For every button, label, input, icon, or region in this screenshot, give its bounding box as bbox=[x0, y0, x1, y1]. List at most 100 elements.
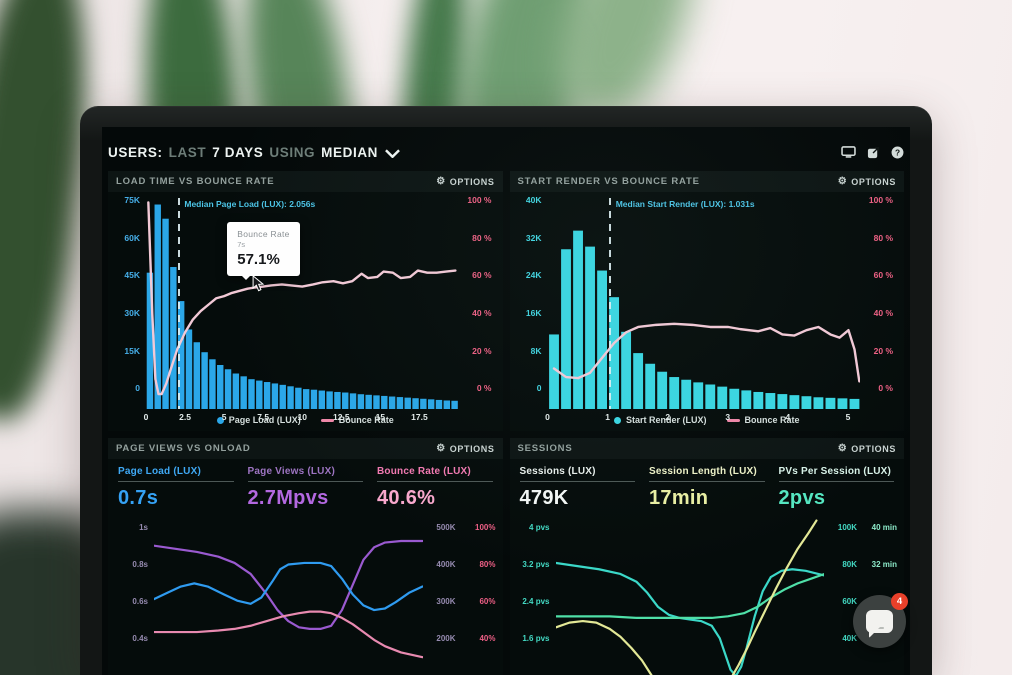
panel-title: SESSIONS bbox=[517, 443, 573, 454]
dashboard-title-dropdown[interactable]: USERS: LAST 7 DAYS USING MEDIAN bbox=[108, 145, 378, 160]
legend-item[interactable]: Page Load (LUX) bbox=[216, 415, 301, 425]
series-line bbox=[554, 324, 859, 382]
options-button[interactable]: ⚙ OPTIONS bbox=[436, 176, 494, 187]
chat-widget-button[interactable]: 4 bbox=[853, 593, 908, 648]
axis-tick: 4 pvs bbox=[529, 523, 550, 532]
metric-rule bbox=[377, 481, 493, 482]
options-button[interactable]: ⚙ OPTIONS bbox=[837, 175, 896, 187]
gear-icon: ⚙ bbox=[837, 175, 848, 187]
histogram-bar bbox=[193, 342, 200, 409]
y-axis-right: 100 % 80 % 60 % 40 % 20 % 0 % bbox=[459, 196, 497, 393]
chevron-down-icon[interactable] bbox=[385, 148, 400, 158]
legend-label: Start Render (LUX) bbox=[625, 415, 707, 425]
metrics-row: Page Load (LUX) 0.7s Page Views (LUX) 2.7Mp… bbox=[108, 459, 503, 517]
series-line bbox=[556, 563, 825, 675]
tooltip-sublabel: 7s bbox=[237, 239, 246, 249]
axis-tick: 4 bbox=[785, 412, 791, 422]
metric-value: 17min bbox=[649, 487, 709, 509]
axis-tick: 3 bbox=[725, 412, 731, 422]
axis-tick: 200K 40% bbox=[436, 634, 496, 644]
histogram-bar bbox=[704, 384, 715, 409]
histogram-bar bbox=[287, 386, 294, 409]
options-button[interactable]: ⚙ OPTIONS bbox=[436, 442, 494, 454]
chart-legend: Start Render (LUX) Bounce Rate bbox=[510, 409, 905, 431]
metrics-row: Sessions (LUX) 479K Session Length (LUX) 17… bbox=[510, 459, 905, 517]
axis-tick: 0 % bbox=[476, 383, 492, 394]
histogram-bar bbox=[302, 389, 310, 409]
axis-tick: 1 bbox=[605, 412, 610, 422]
histogram-bar bbox=[608, 297, 619, 409]
series-dot-icon bbox=[613, 416, 621, 424]
panel-page-views-vs-onload: PAGE VIEWS VS ONLOAD ⚙ OPTIONS Page Load… bbox=[108, 438, 503, 675]
histogram-bar bbox=[837, 398, 847, 409]
page-views-line-chart bbox=[154, 519, 423, 675]
histogram-bar bbox=[334, 391, 341, 409]
axis-tick: 40 % bbox=[873, 308, 893, 319]
options-button[interactable]: ⚙ OPTIONS bbox=[838, 443, 896, 454]
metric: PVs Per Session (LUX) 2pvs bbox=[778, 466, 894, 515]
histogram-bar bbox=[154, 204, 161, 409]
histogram-bar bbox=[146, 272, 154, 409]
median-annotation: Median Start Render (LUX): 1.031s bbox=[615, 199, 755, 209]
histogram-bar bbox=[342, 392, 349, 409]
histogram-bar bbox=[548, 334, 559, 409]
metric-value: 0.7s bbox=[118, 487, 159, 509]
chart-body: 75K 60K 45K 30K 15K 0 Median Page Load (LUX):… bbox=[108, 192, 503, 422]
gear-icon: ⚙ bbox=[436, 442, 446, 454]
metric: Page Load (LUX) 0.7s bbox=[118, 466, 234, 515]
histogram-bar bbox=[217, 364, 224, 409]
histogram-bar bbox=[388, 396, 396, 409]
panel-title: START RENDER VS BOUNCE RATE bbox=[517, 176, 700, 187]
median-annotation: Median Page Load (LUX): 2.056s bbox=[184, 199, 316, 209]
legend-item[interactable]: Bounce Rate bbox=[726, 415, 800, 425]
panel-title: LOAD TIME VS BOUNCE RATE bbox=[116, 176, 275, 187]
series-dash-icon bbox=[726, 418, 740, 422]
axis-tick: 40 % bbox=[472, 308, 492, 319]
panel-title: PAGE VIEWS VS ONLOAD bbox=[116, 443, 251, 454]
axis-tick: 40K bbox=[842, 634, 857, 644]
tooltip-label: Bounce Rate bbox=[237, 228, 290, 239]
histogram-bar bbox=[788, 395, 799, 409]
metric-value: 479K bbox=[519, 487, 569, 509]
legend-item[interactable]: Start Render (LUX) bbox=[613, 415, 707, 425]
display-icon[interactable] bbox=[841, 146, 856, 158]
axis-tick: 2.5 bbox=[179, 412, 191, 422]
share-icon[interactable] bbox=[867, 146, 880, 159]
axis-tick: 1s bbox=[139, 523, 148, 532]
histogram-bar bbox=[644, 363, 655, 409]
histogram-bar bbox=[279, 384, 286, 409]
legend-label: Page Load (LUX) bbox=[228, 415, 301, 425]
histogram-bar bbox=[310, 389, 318, 409]
legend-label: Bounce Rate bbox=[744, 415, 800, 425]
metric-rule bbox=[118, 481, 234, 482]
axis-tick: 7.5 bbox=[257, 412, 270, 422]
histogram-bar bbox=[584, 246, 595, 409]
legend-item[interactable]: Bounce Rate bbox=[320, 415, 394, 425]
plot-area: Median Start Render (LUX): 1.031s 0 1 2 3 4 5 bbox=[545, 196, 861, 422]
histogram-bar bbox=[232, 373, 240, 409]
histogram-bar bbox=[209, 359, 216, 409]
chart-body: 4 pvs 3.2 pvs 2.4 pvs 1.6 pvs 100K 40 min 80K… bbox=[510, 517, 905, 675]
axis-tick: 400K 80% bbox=[436, 560, 496, 570]
axis-tick: 15 bbox=[375, 412, 386, 422]
axis-tick: 100 % bbox=[868, 195, 893, 205]
histogram-bar bbox=[396, 397, 404, 409]
plot-area bbox=[556, 519, 825, 675]
header-toolbar: ? bbox=[841, 146, 904, 159]
metric-rule bbox=[247, 481, 363, 482]
options-label: OPTIONS bbox=[851, 443, 896, 454]
axis-tick: 15K bbox=[124, 345, 140, 356]
axis-tick: 10 bbox=[297, 412, 307, 422]
start-render-histogram bbox=[548, 230, 861, 409]
histogram-bar bbox=[849, 398, 859, 409]
series-line bbox=[556, 521, 816, 675]
title-part: USERS: bbox=[108, 144, 163, 160]
hover-tooltip: Bounce Rate 7s 57.1% bbox=[227, 221, 300, 280]
help-icon[interactable]: ? bbox=[891, 146, 904, 159]
axis-tick: 300K 60% bbox=[436, 597, 496, 607]
metric-value: 2pvs bbox=[778, 487, 826, 509]
histogram-bar bbox=[318, 390, 325, 409]
metric-value: 2.7Mpvs bbox=[247, 487, 329, 509]
chart-body: 40K 32K 24K 16K 8K 0 Median Start Render (LUX… bbox=[510, 192, 905, 422]
histogram-bar bbox=[271, 383, 279, 409]
